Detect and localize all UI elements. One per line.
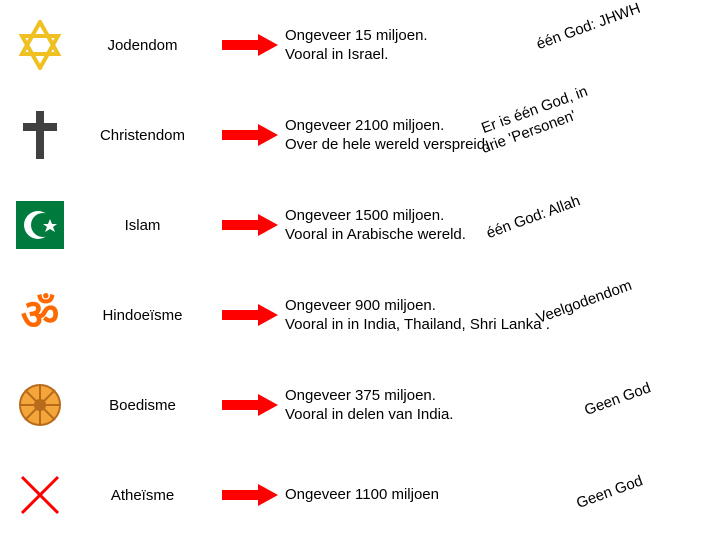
arrow-icon [215, 124, 285, 146]
religion-name: Christendom [70, 127, 215, 144]
arrow-icon [215, 394, 285, 416]
row-christendom: Christendom Ongeveer 2100 miljoen. Over … [0, 90, 720, 180]
arrow-icon [215, 34, 285, 56]
cross-icon [10, 111, 70, 159]
desc-line1: Ongeveer 15 miljoen. [285, 27, 428, 44]
desc-line1: Ongeveer 2100 miljoen. [285, 117, 444, 134]
row-islam: Islam Ongeveer 1500 miljoen. Vooral in A… [0, 180, 720, 270]
desc-line1: Ongeveer 375 miljoen. [285, 387, 436, 404]
star-of-david-icon [10, 20, 70, 70]
arrow-icon [215, 484, 285, 506]
arrow-icon [215, 304, 285, 326]
religion-description: Ongeveer 375 miljoen. Vooral in delen va… [285, 386, 545, 425]
desc-line1: Ongeveer 900 miljoen. [285, 297, 436, 314]
arrow-icon [215, 214, 285, 236]
desc-line2: Vooral in in India, Thailand, Shri Lanka… [285, 316, 550, 333]
desc-line2: Vooral in Arabische wereld. [285, 226, 466, 243]
desc-line2: Vooral in Israel. [285, 46, 388, 63]
religion-name: Atheïsme [70, 487, 215, 504]
religion-name: Hindoeïsme [70, 307, 215, 324]
om-icon: ॐ [10, 294, 70, 336]
desc-line2: Vooral in delen van India. [285, 406, 453, 423]
crescent-star-icon [10, 201, 70, 249]
religion-name: Islam [70, 217, 215, 234]
cross-x-icon [10, 473, 70, 517]
religion-description: Ongeveer 15 miljoen. Vooral in Israel. [285, 26, 545, 65]
desc-line2: Over de hele wereld verspreid. [285, 136, 489, 153]
dharmachakra-icon [10, 381, 70, 429]
religion-name: Boedisme [70, 397, 215, 414]
desc-line1: Ongeveer 1500 miljoen. [285, 207, 444, 224]
religion-description: Ongeveer 1100 miljoen [285, 485, 545, 505]
desc-line1: Ongeveer 1100 miljoen [285, 486, 439, 503]
religion-description: Ongeveer 900 miljoen. Vooral in in India… [285, 296, 695, 335]
religion-name: Jodendom [70, 37, 215, 54]
